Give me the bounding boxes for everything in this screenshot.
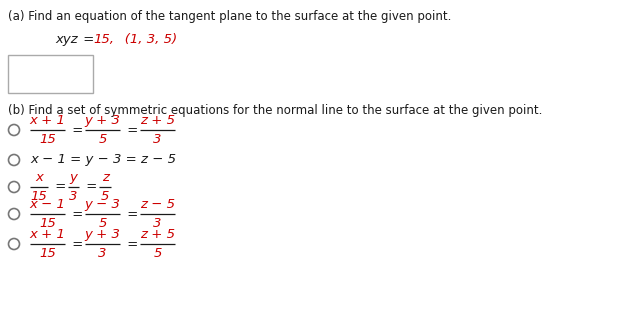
Text: (a) Find an equation of the tangent plane to the surface at the given point.: (a) Find an equation of the tangent plan… (8, 10, 452, 23)
Text: =: = (79, 33, 99, 46)
Text: 5: 5 (153, 247, 161, 260)
Text: x − 1: x − 1 (30, 198, 65, 211)
Bar (8, 55, 93, 93)
Text: y: y (70, 171, 77, 184)
Text: y + 3: y + 3 (85, 228, 121, 241)
Text: =: = (82, 181, 102, 193)
Text: 15: 15 (39, 133, 56, 146)
Text: =: = (123, 123, 143, 137)
Text: 3: 3 (153, 133, 161, 146)
Text: =: = (123, 238, 143, 250)
Text: 5: 5 (99, 217, 107, 230)
Circle shape (9, 155, 19, 165)
Text: z + 5: z + 5 (140, 228, 175, 241)
Circle shape (9, 209, 19, 219)
Text: 3: 3 (69, 190, 78, 203)
Circle shape (9, 182, 19, 192)
Text: =: = (68, 123, 87, 137)
Text: x − 1 = y − 3 = z − 5: x − 1 = y − 3 = z − 5 (30, 154, 176, 166)
Text: x: x (35, 171, 43, 184)
Text: y − 3: y − 3 (85, 198, 121, 211)
Text: 3: 3 (99, 247, 107, 260)
Text: =: = (51, 181, 70, 193)
Text: (b) Find a set of symmetric equations for the normal line to the surface at the : (b) Find a set of symmetric equations fo… (8, 104, 543, 117)
Text: x + 1: x + 1 (30, 114, 65, 127)
Text: xyz: xyz (55, 33, 78, 46)
Circle shape (9, 124, 19, 136)
Text: z + 5: z + 5 (140, 114, 175, 127)
Text: =: = (123, 208, 143, 220)
Text: z − 5: z − 5 (140, 198, 175, 211)
Text: 15: 15 (30, 190, 47, 203)
Text: 15: 15 (39, 217, 56, 230)
Text: =: = (68, 238, 87, 250)
Text: 5: 5 (101, 190, 109, 203)
Text: z: z (102, 171, 109, 184)
Text: =: = (68, 208, 87, 220)
Text: 5: 5 (99, 133, 107, 146)
Text: 15: 15 (39, 247, 56, 260)
Text: 3: 3 (153, 217, 161, 230)
Circle shape (9, 239, 19, 249)
Text: x + 1: x + 1 (30, 228, 65, 241)
Text: (1, 3, 5): (1, 3, 5) (112, 33, 177, 46)
Text: y + 3: y + 3 (85, 114, 121, 127)
Text: 15,: 15, (93, 33, 114, 46)
